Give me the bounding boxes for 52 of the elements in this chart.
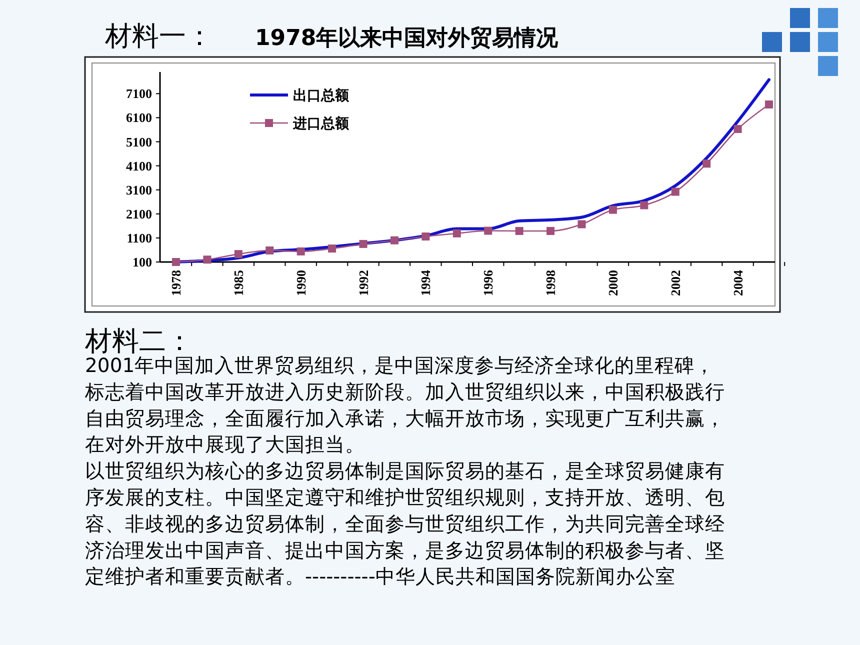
point — [608, 206, 617, 214]
y-tick-label: 100 — [132, 254, 152, 270]
point — [671, 188, 680, 196]
text: 材料一： — [104, 21, 213, 52]
text: 2001年中国加入世界贸易组织，是中国深度参与经济全球化的里程碑， — [85, 354, 715, 377]
point — [734, 125, 742, 133]
text: 济治理发出中国声音、提出中国方案，是多边贸易体制的积极参与者、坚 — [85, 538, 725, 562]
x-tick-label: 1990 — [293, 270, 308, 296]
y-tick-label: 2100 — [126, 206, 152, 222]
point — [640, 201, 648, 210]
y-tick-label: 1100 — [126, 230, 152, 246]
y-tick-label: 4100 — [126, 158, 152, 174]
text: 定维护者和重要贡献者。----------中华人民共和国国务院新闻办公室 — [85, 565, 676, 588]
text: 容、非歧视的多边贸易体制，全面参与世贸组织工作，为共同完善全球经 — [85, 512, 725, 536]
y-tick-label: 7100 — [126, 86, 152, 102]
y-tick-label: 3100 — [126, 182, 152, 198]
text: 以世贸组织为核心的多边贸易体制是国际贸易的基石，是全球贸易健康有 — [85, 460, 725, 483]
point — [702, 160, 711, 168]
point — [484, 226, 492, 235]
legend-label: 出口总额 — [293, 86, 350, 104]
x-tick-label: 1996 — [480, 270, 496, 296]
point — [515, 226, 524, 235]
x-tick-label: 1985 — [230, 270, 246, 296]
x-tick-label: 1978 — [168, 270, 184, 296]
point — [234, 250, 242, 258]
x-tick-label: 1992 — [356, 270, 371, 296]
x-tick-label: 1998 — [543, 270, 558, 296]
y-tick-label: 5100 — [126, 134, 152, 150]
x-tick-label: 2004 — [730, 270, 746, 296]
text: 序发展的支柱。中国坚定遵守和维护世贸组织规则，支持开放、透明、包 — [85, 486, 725, 509]
y-tick-label: 6100 — [126, 110, 152, 126]
text: 材料二： — [84, 326, 193, 357]
text: 在对外开放中展现了大国担当。 — [85, 433, 365, 456]
point — [296, 247, 305, 256]
point — [266, 246, 274, 254]
text: 自由贸易理念，全面履行加入承诺，大幅开放市场，实现更广互利共赢， — [85, 406, 725, 430]
legend-label: 进口总额 — [292, 114, 350, 132]
point — [172, 258, 180, 266]
point — [546, 226, 555, 235]
point — [578, 220, 586, 228]
chart-title: 1978年以来中国对外贸易情况 — [255, 26, 560, 51]
x-tick-label: 1994 — [418, 270, 434, 296]
point — [452, 229, 461, 238]
x-tick-label: 2002 — [668, 270, 683, 296]
x-tick-label: 2000 — [605, 270, 620, 296]
point — [328, 244, 336, 253]
point — [422, 232, 430, 241]
text: 标志着中国改革开放进入历史新阶段。加入世贸组织以来，中国积极践行 — [84, 380, 725, 404]
point — [359, 240, 368, 248]
point — [765, 100, 773, 108]
point — [203, 256, 212, 264]
point — [390, 236, 398, 244]
